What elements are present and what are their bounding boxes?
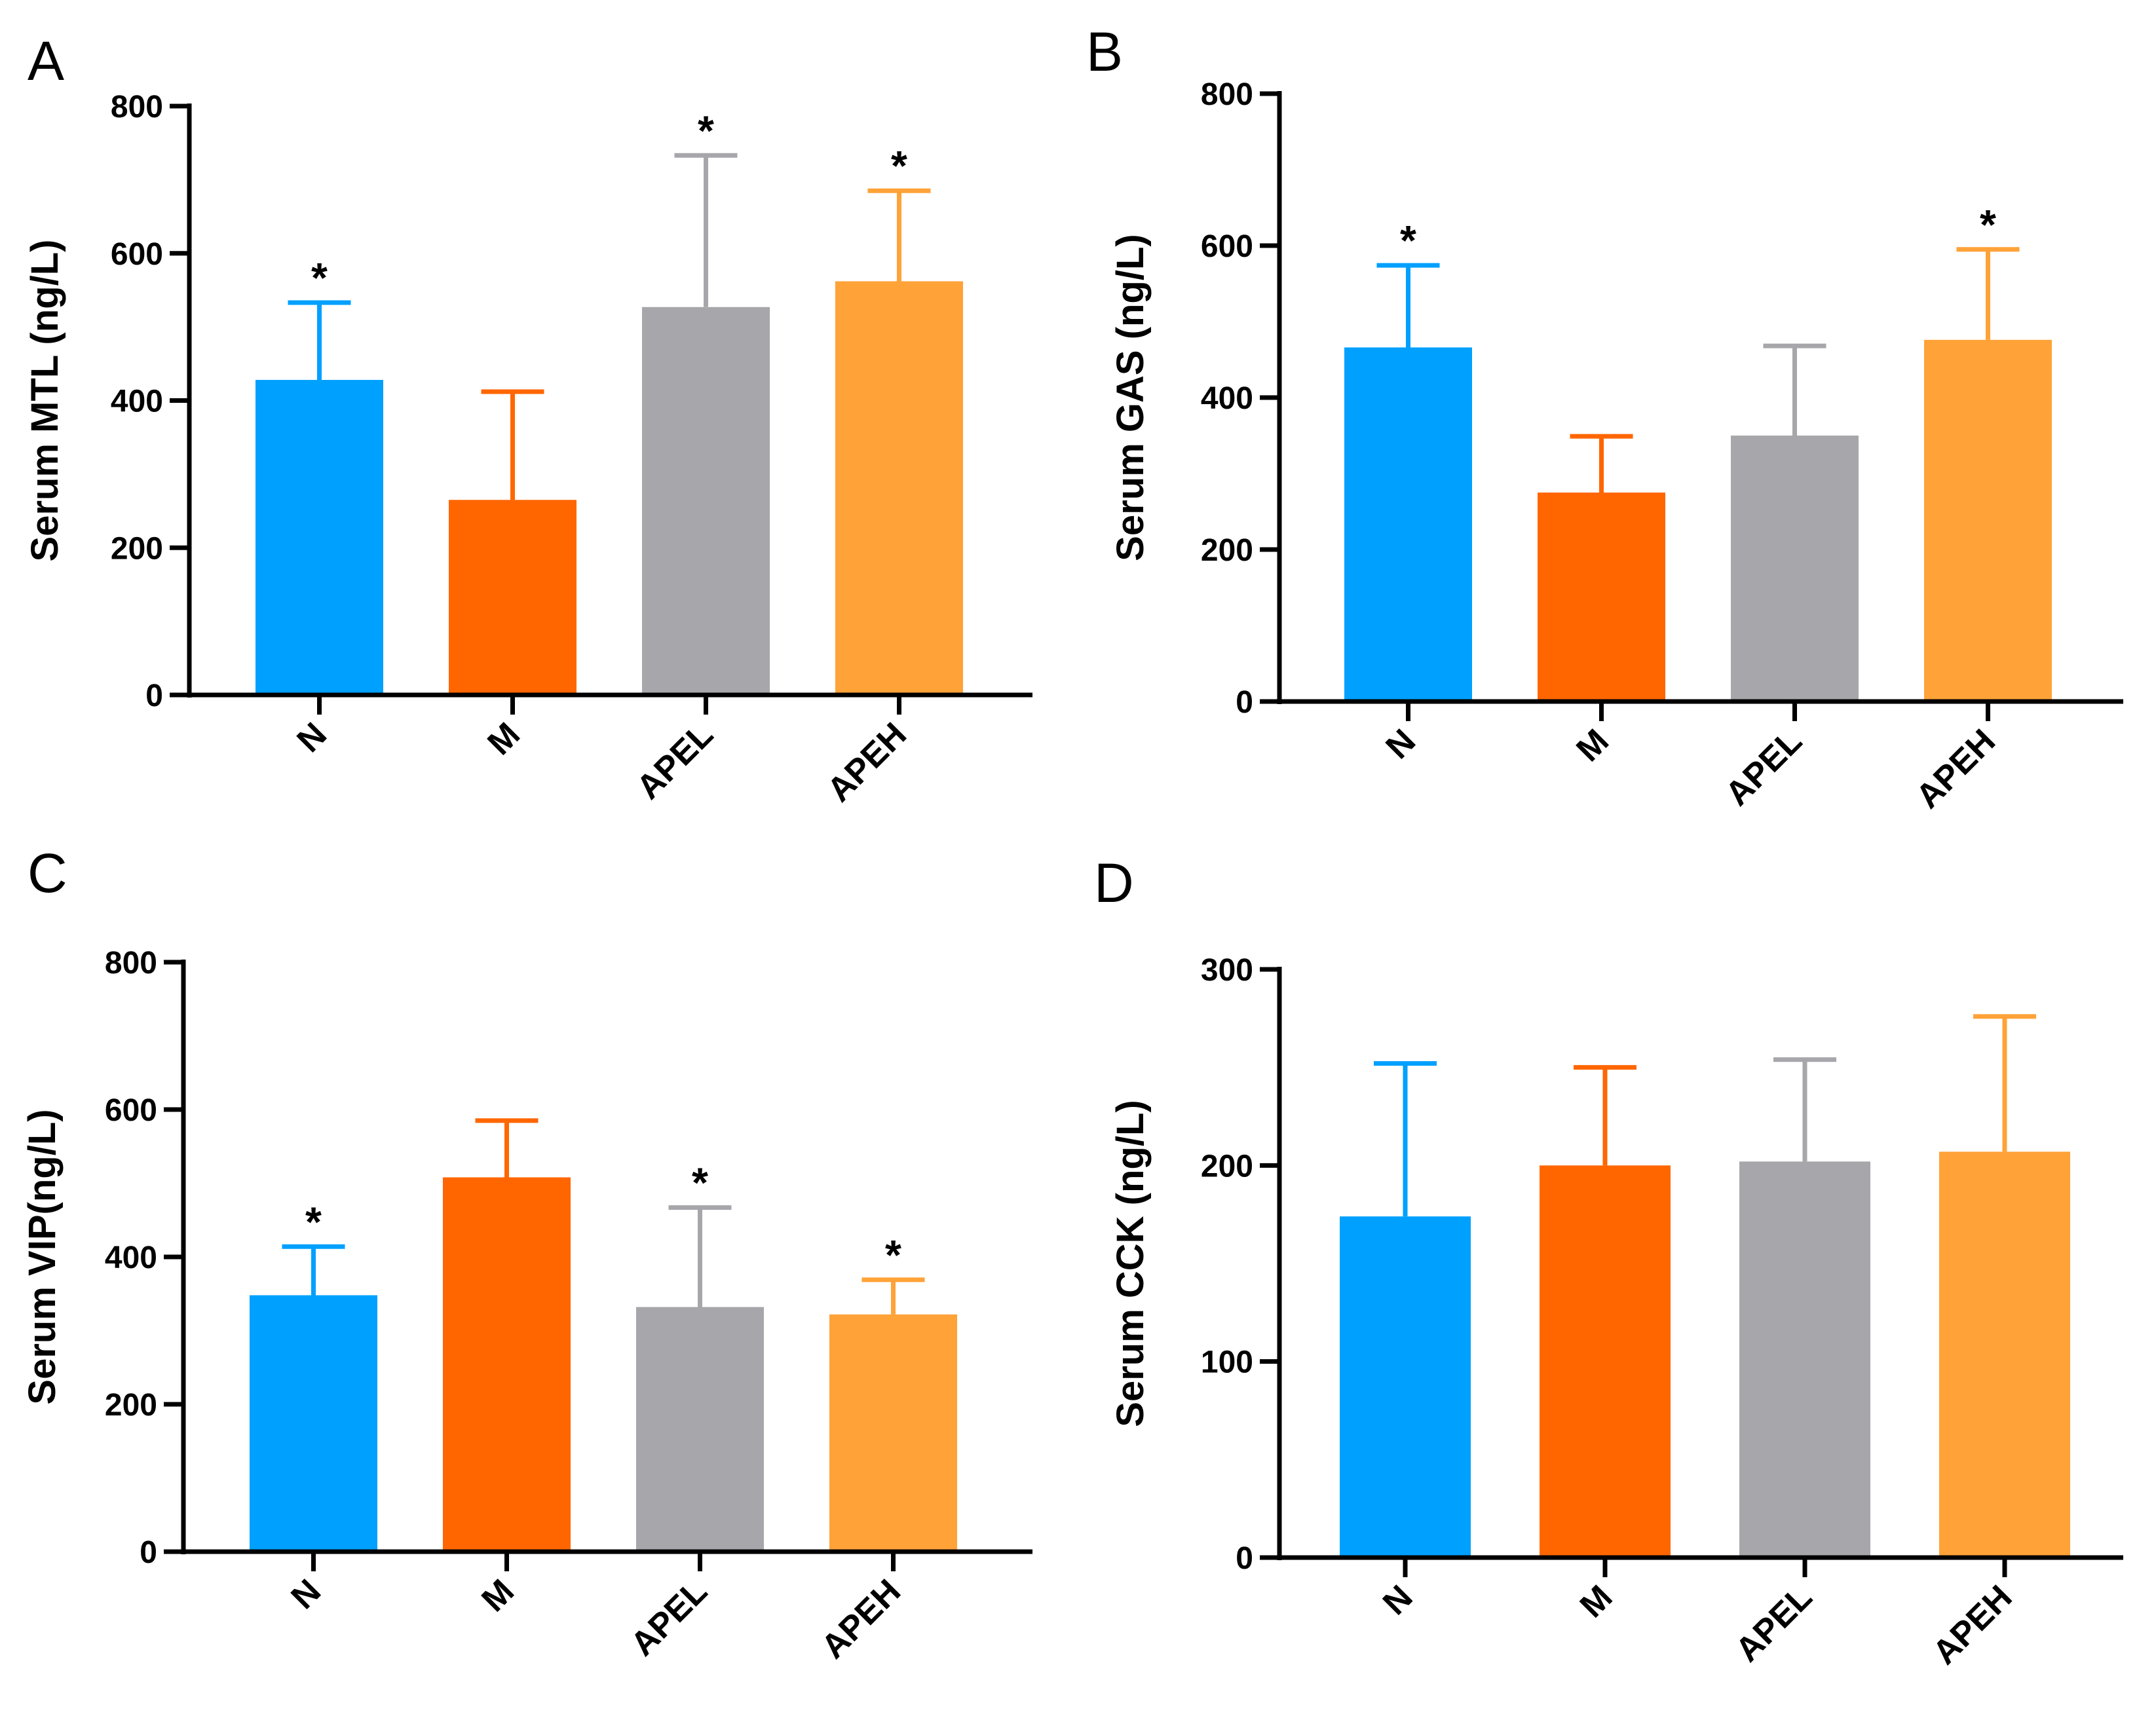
y-tick-label: 600 [105, 1093, 157, 1128]
error-bar-apel [1773, 1057, 1836, 1162]
panel-letter: D [1094, 852, 1134, 914]
bar-n [1344, 347, 1472, 701]
error-bar-n [288, 300, 351, 381]
y-tick-label: 0 [145, 679, 163, 713]
bar-apel [1739, 1161, 1870, 1558]
significance-marker: * [698, 107, 714, 154]
error-bar-m [1570, 434, 1633, 493]
x-tick-label: N [1378, 722, 1423, 766]
y-tick-label: 0 [1236, 685, 1253, 720]
x-tick-label: APEL [1718, 722, 1809, 813]
y-tick-label: 300 [1201, 953, 1253, 988]
y-tick-label: 200 [1201, 533, 1253, 568]
y-tick-label: 400 [111, 384, 163, 419]
x-tick-label: N [284, 1572, 328, 1617]
bar-apeh [1924, 339, 2052, 701]
error-bar-apel [1763, 343, 1826, 436]
panel-b: B * * 0 200 400 600 800 N M APEL APEH Serum GAS (ng/… [1086, 21, 2123, 816]
y-tick-label: 200 [1201, 1149, 1253, 1184]
bar-m [449, 500, 577, 695]
y-tick-label: 800 [111, 90, 163, 124]
x-tick-label: N [290, 715, 334, 760]
y-tick-label: 400 [105, 1241, 157, 1275]
error-bar-apeh [867, 188, 931, 282]
bar-apel [1731, 436, 1859, 701]
x-tick-label: N [1376, 1578, 1420, 1622]
error-bar-n [1376, 263, 1440, 348]
significance-marker: * [891, 142, 907, 189]
bar-apeh [829, 1314, 957, 1552]
y-tick-label: 100 [1201, 1345, 1253, 1380]
x-tick-label: M [1569, 722, 1616, 769]
bar-apel [642, 307, 770, 695]
error-bar-apeh [1973, 1014, 2036, 1152]
error-bar-apeh [1956, 247, 2020, 340]
bar-apeh [835, 281, 963, 695]
y-tick-label: 800 [1201, 77, 1253, 112]
error-bar-n [282, 1244, 345, 1296]
error-bar-apeh [861, 1277, 925, 1315]
error-bar-apel [668, 1205, 732, 1307]
panel-letter: B [1086, 21, 1123, 83]
significance-marker: * [1400, 217, 1416, 264]
bar-m [1540, 1165, 1671, 1558]
x-tick-label: M [474, 1572, 521, 1619]
significance-marker: * [885, 1231, 901, 1279]
y-tick-label: 0 [1236, 1541, 1253, 1576]
x-tick-label: APEL [1728, 1578, 1819, 1669]
error-bar-n [1374, 1061, 1437, 1217]
x-tick-label: APEH [820, 715, 914, 809]
significance-marker: * [1980, 201, 1996, 248]
x-tick-label: APEH [814, 1572, 908, 1666]
x-tick-label: APEH [1909, 722, 2003, 815]
bar-n [255, 380, 383, 695]
y-tick-label: 400 [1201, 381, 1253, 416]
bar-apeh [1939, 1151, 2070, 1558]
error-bar-m [475, 1118, 539, 1178]
y-tick-label: 600 [1201, 229, 1253, 264]
x-tick-label: APEL [630, 715, 721, 806]
panel-a: A * * * 0 200 400 600 800 N M APEL APEH Serum MTL (ng… [24, 30, 1032, 810]
y-tick-label: 200 [105, 1388, 157, 1423]
y-axis-title: Serum MTL (ng/L) [24, 240, 66, 562]
x-tick-label: APEH [1925, 1578, 2019, 1672]
x-tick-label: M [480, 715, 527, 762]
y-axis-title: Serum GAS (ng/L) [1109, 234, 1152, 561]
significance-marker: * [311, 254, 328, 301]
error-bar-apel [674, 153, 738, 307]
panel-c: C * * * 0 200 400 600 800 N M APEL APEH Serum VIP(ng/… [21, 842, 1032, 1666]
error-bar-m [1574, 1065, 1636, 1166]
y-tick-label: 600 [111, 237, 163, 272]
x-tick-label: APEL [624, 1572, 715, 1663]
significance-marker: * [692, 1159, 708, 1206]
panel-letter: C [28, 842, 67, 904]
bar-apel [636, 1307, 764, 1552]
panel-d: D 0 100 200 300 N M APEL APEH Serum CCK (ng/L) [1094, 852, 2123, 1672]
y-tick-label: 0 [140, 1535, 157, 1570]
panel-letter: A [28, 30, 64, 92]
y-tick-label: 200 [111, 531, 163, 566]
bar-n [1340, 1216, 1471, 1558]
y-tick-label: 800 [105, 946, 157, 981]
bar-m [1538, 493, 1665, 701]
y-axis-title: Serum CCK (ng/L) [1109, 1100, 1152, 1427]
bar-n [250, 1295, 377, 1552]
error-bar-m [481, 389, 544, 500]
y-axis-title: Serum VIP(ng/L) [21, 1109, 64, 1404]
significance-marker: * [305, 1198, 322, 1245]
bar-m [443, 1177, 571, 1552]
x-tick-label: M [1573, 1578, 1620, 1625]
